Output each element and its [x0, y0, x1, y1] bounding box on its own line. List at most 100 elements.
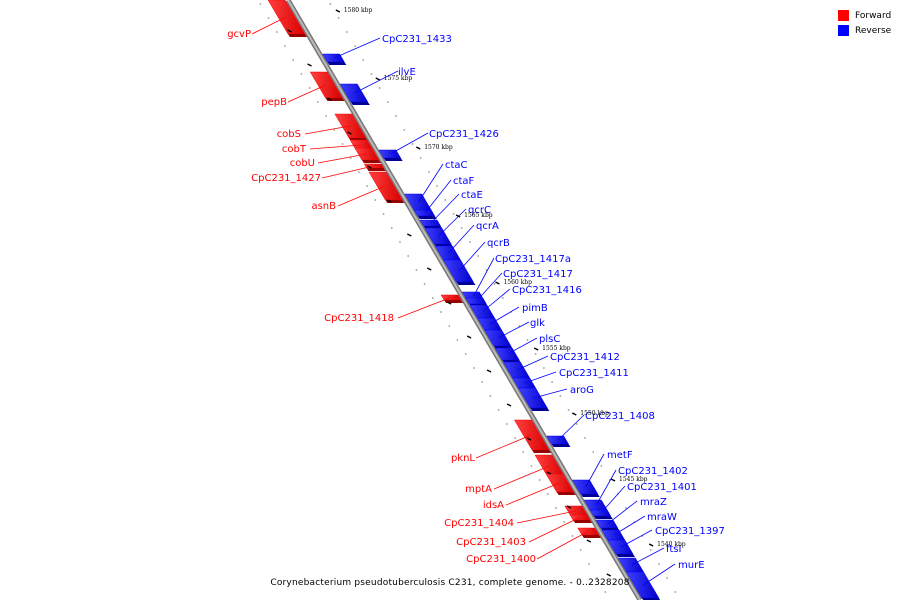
reverse-gene-shadow — [456, 282, 476, 285]
scale-tick — [455, 214, 461, 218]
scale-tick-label: 1575 kbp — [384, 75, 413, 82]
reverse-gene-body — [413, 209, 436, 217]
reverse-gene-body — [465, 297, 487, 305]
forward-gene-shadow — [361, 160, 381, 163]
forward-gene-label: CpC231_1403 — [456, 537, 526, 548]
reverse-gene-label: pimB — [522, 303, 548, 314]
reverse-leader-line — [498, 321, 530, 339]
reverse-gene-label: CpC231_1433 — [382, 34, 452, 45]
reverse-leader-line — [482, 288, 511, 312]
reverse-genes: CpC231_1433 ilvE CpC231_1426 ctaC ctaF ctaE qc… — [322, 34, 725, 600]
legend-reverse-label: Reverse — [855, 25, 892, 36]
minor-tick — [387, 199, 392, 203]
reverse-gene-label: CpC231_1417 — [503, 269, 573, 280]
reverse-leader-line — [430, 193, 460, 224]
forward-gene: CpC231_1403 — [456, 514, 593, 548]
forward-gene-body — [440, 294, 462, 301]
reverse-leader-line — [595, 469, 617, 506]
reverse-gene-label: CpC231_1416 — [512, 285, 582, 296]
scale-tick-label: 1570 kbp — [424, 144, 453, 151]
forward-gene-shadow — [532, 450, 552, 453]
reverse-leader-line — [354, 70, 399, 94]
forward-leader-line — [475, 434, 532, 459]
scale-tick — [415, 146, 421, 150]
reverse-gene: CpC231_1408 — [546, 411, 655, 447]
forward-gene: pknL — [451, 419, 552, 464]
forward-gene-label: mptA — [465, 484, 492, 495]
forward-gene-label: cobT — [282, 144, 307, 155]
reverse-gene: CpC231_1397 — [607, 526, 725, 557]
scale-tick-label: 1555 kbp — [542, 345, 571, 352]
minor-tick — [367, 165, 372, 169]
scale-tick — [335, 9, 341, 13]
forward-leader-line — [287, 84, 327, 103]
reverse-gene-shadow — [593, 516, 613, 519]
forward-gene-label: cobS — [277, 129, 301, 140]
minor-tick — [526, 437, 532, 441]
reverse-swatch — [838, 25, 849, 36]
minor-tick — [546, 471, 552, 475]
forward-gene-shadow — [287, 34, 307, 37]
reverse-gene-label: CpC231_1401 — [627, 482, 697, 493]
forward-leader-line — [321, 165, 374, 179]
reverse-gene-label: qcrA — [476, 221, 499, 232]
reverse-gene-label: CpC231_1426 — [429, 129, 499, 140]
genome-axis — [285, 0, 643, 600]
reverse-leader-line — [631, 547, 665, 566]
scale-tick — [648, 543, 654, 547]
reverse-leader-line — [448, 224, 475, 254]
reverse-gene-label: ctaF — [453, 176, 475, 187]
minor-tick — [566, 505, 572, 509]
scale-tick — [610, 478, 616, 482]
reverse-gene-label: qcrC — [468, 205, 491, 216]
forward-gene-shadow — [581, 535, 601, 538]
reverse-leader-line — [613, 515, 646, 536]
reverse-leader-line — [533, 388, 568, 399]
reverse-gene-label: CpC231_1408 — [585, 411, 655, 422]
reverse-gene-label: mraZ — [640, 497, 667, 508]
reverse-leader-line — [476, 272, 503, 302]
forward-leader-line — [536, 531, 589, 560]
reverse-gene-label: ctaE — [461, 190, 483, 201]
minor-tick — [486, 369, 492, 373]
reverse-gene-body — [589, 509, 612, 517]
forward-gene-label: pepB — [261, 97, 287, 108]
reverse-leader-line — [333, 37, 381, 59]
reverse-leader-line — [438, 208, 467, 237]
reverse-gene-label: ftsI — [666, 544, 681, 555]
reverse-gene-label: CpC231_1411 — [559, 368, 629, 379]
reverse-gene-label: ilvE — [398, 67, 416, 78]
forward-gene-label: CpC231_1400 — [466, 554, 536, 565]
reverse-gene-label: CpC231_1402 — [618, 466, 688, 477]
forward-gene-body — [569, 514, 591, 521]
forward-gene-label: idsA — [483, 500, 504, 511]
reverse-gene-shadow — [383, 158, 403, 161]
forward-gene: gcvP — [227, 0, 307, 40]
minor-tick — [446, 301, 452, 305]
reverse-leader-line — [642, 563, 676, 586]
scale-tick-label: 1550 kbp — [580, 410, 609, 417]
minor-tick — [426, 267, 432, 271]
scale-tick — [533, 347, 539, 351]
scale-tick-label: 1560 kbp — [503, 279, 532, 286]
reverse-gene-body — [419, 219, 442, 227]
reverse-gene: CpC231_1433 — [322, 34, 452, 65]
reverse-leader-line — [585, 453, 605, 488]
legend-forward-label: Forward — [855, 10, 892, 21]
reverse-leader-line — [557, 414, 585, 441]
reverse-gene: qcrB — [443, 238, 510, 285]
forward-gene-shadow — [444, 300, 464, 303]
forward-leader-line — [493, 465, 550, 490]
reverse-gene-label: glk — [530, 318, 545, 329]
reverse-leader-line — [458, 241, 486, 272]
forward-swatch — [838, 10, 849, 21]
reverse-gene: CpC231_1417 — [465, 269, 573, 307]
reverse-leader-line — [607, 500, 638, 525]
forward-leader-line — [251, 16, 287, 35]
reverse-leader-line — [600, 485, 626, 514]
reverse-gene-label: qcrB — [487, 238, 510, 249]
forward-leader-line — [516, 510, 576, 524]
reverse-gene: CpC231_1401 — [589, 482, 697, 519]
reverse-leader-line — [620, 529, 653, 548]
